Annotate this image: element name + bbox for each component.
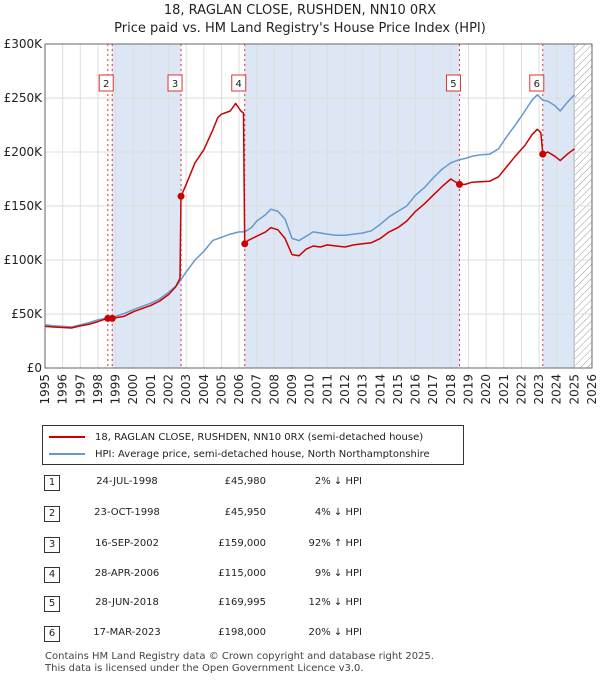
transaction-hpi-diff: 2% ↓ HPI: [314, 476, 362, 487]
x-tick-label: 2025: [567, 374, 581, 405]
transaction-hpi-diff: 12% ↓ HPI: [308, 597, 362, 608]
x-tick-label: 1995: [38, 374, 52, 405]
x-tick-label: 2012: [338, 374, 352, 405]
x-tick-label: 2011: [320, 374, 334, 405]
x-tick-label: 2020: [479, 374, 493, 405]
x-tick-label: 2021: [497, 374, 511, 405]
transaction-price: £45,980: [224, 476, 266, 487]
x-tick-label: 2014: [373, 374, 387, 405]
x-tick-label: 2026: [585, 374, 599, 405]
y-tick-label: £0: [27, 361, 42, 375]
x-tick-label: 2019: [461, 374, 475, 405]
transaction-number: 3: [44, 537, 60, 553]
marker-box-label-5: 5: [450, 79, 456, 90]
legend-label-price: 18, RAGLAN CLOSE, RUSHDEN, NN10 0RX (sem…: [95, 431, 424, 443]
sale-point-2: [108, 314, 116, 322]
transaction-price: £115,000: [218, 568, 266, 579]
x-tick-label: 2001: [144, 374, 158, 405]
x-tick-label: 2003: [179, 374, 193, 405]
transaction-row: 5 28-JUN-2018 £169,995 12% ↓ HPI: [42, 594, 562, 614]
transaction-row: 3 16-SEP-2002 £159,000 92% ↑ HPI: [42, 535, 562, 555]
y-tick-label: £250K: [4, 91, 44, 105]
marker-box-5: [445, 74, 461, 92]
legend-swatch-hpi: [49, 453, 85, 455]
transaction-date: 17-MAR-2023: [93, 627, 161, 638]
transaction-price: £45,950: [224, 507, 266, 518]
price-chart: 2 3 4 5 6 £0 £50K £100K £150K £200K £250K £300K 1995…: [4, 37, 599, 405]
x-tick-label: 2009: [285, 374, 299, 405]
legend-label-hpi: HPI: Average price, semi-detached house,…: [95, 448, 430, 460]
x-tick-label: 2022: [514, 374, 528, 405]
x-tick-label: 2002: [162, 374, 176, 405]
chart-legend: 18, RAGLAN CLOSE, RUSHDEN, NN10 0RX (sem…: [42, 425, 464, 465]
x-tick-label: 2024: [550, 374, 564, 405]
transaction-row: 2 23-OCT-1998 £45,950 4% ↓ HPI: [42, 504, 562, 524]
transaction-date: 28-JUN-2018: [95, 597, 159, 608]
transaction-row: 6 17-MAR-2023 £198,000 20% ↓ HPI: [42, 624, 562, 644]
transaction-hpi-diff: 9% ↓ HPI: [314, 568, 362, 579]
transaction-hpi-diff: 20% ↓ HPI: [308, 627, 362, 638]
series-line-hpi: [44, 94, 575, 328]
transaction-hpi-diff: 4% ↓ HPI: [314, 507, 362, 518]
transaction-number: 4: [44, 567, 60, 583]
marker-box-label-3: 3: [172, 79, 178, 90]
marker-box-label-2: 2: [103, 79, 109, 90]
x-tick-label: 1998: [91, 374, 105, 405]
transaction-date: 16-SEP-2002: [95, 538, 159, 549]
y-tick-label: £300K: [4, 37, 44, 51]
footer-copyright: Contains HM Land Registry data © Crown c…: [45, 651, 434, 662]
x-tick-label: 2016: [409, 374, 423, 405]
x-tick-label: 1997: [73, 374, 87, 405]
x-tick-label: 2006: [232, 374, 246, 405]
series-line-price: [44, 102, 575, 329]
transaction-date: 28-APR-2006: [94, 568, 160, 579]
x-tick-label: 2023: [532, 374, 546, 405]
x-tick-label: 2007: [250, 374, 264, 405]
transaction-number: 5: [44, 596, 60, 612]
chart-subtitle: Price paid vs. HM Land Registry's House …: [114, 21, 486, 36]
legend-item-price: 18, RAGLAN CLOSE, RUSHDEN, NN10 0RX (sem…: [49, 429, 423, 445]
marker-box-3: [167, 74, 183, 92]
legend-swatch-price: [49, 436, 85, 438]
transaction-number: 1: [44, 475, 60, 491]
x-tick-label: 2004: [197, 374, 211, 405]
x-tick-label: 2008: [267, 374, 281, 405]
x-tick-label: 1996: [56, 374, 70, 405]
y-tick-label: £200K: [4, 145, 44, 159]
legend-item-hpi: HPI: Average price, semi-detached house,…: [49, 446, 430, 462]
x-tick-label: 2018: [444, 374, 458, 405]
x-tick-label: 1999: [109, 374, 123, 405]
transaction-date: 24-JUL-1998: [96, 476, 158, 487]
marker-box-label-4: 4: [236, 79, 242, 90]
transaction-price: £169,995: [218, 597, 266, 608]
x-tick-label: 2013: [356, 374, 370, 405]
marker-box-4: [231, 74, 247, 92]
y-tick-label: £150K: [4, 199, 44, 213]
sale-point-3: [177, 192, 185, 200]
transaction-row: 4 28-APR-2006 £115,000 9% ↓ HPI: [42, 565, 562, 585]
y-tick-label: £100K: [4, 253, 44, 267]
plot-frame: [44, 43, 593, 369]
x-tick-label: 2010: [303, 374, 317, 405]
transaction-date: 23-OCT-1998: [94, 507, 160, 518]
transaction-price: £159,000: [218, 538, 266, 549]
marker-box-2: [98, 74, 114, 92]
x-tick-label: 2005: [214, 374, 228, 405]
transaction-number: 6: [44, 626, 60, 642]
y-tick-label: £50K: [11, 307, 43, 321]
sale-point-4: [241, 240, 249, 248]
x-tick-label: 2017: [426, 374, 440, 405]
transaction-hpi-diff: 92% ↑ HPI: [308, 538, 362, 549]
x-tick-label: 2015: [391, 374, 405, 405]
transaction-row: 1 24-JUL-1998 £45,980 2% ↓ HPI: [42, 473, 562, 493]
marker-box-label-6: 6: [534, 79, 540, 90]
marker-box-6: [529, 74, 545, 92]
sale-point-6: [539, 150, 547, 158]
transaction-price: £198,000: [218, 627, 266, 638]
x-tick-label: 2000: [126, 374, 140, 405]
sale-point-5: [455, 180, 463, 188]
transaction-number: 2: [44, 506, 60, 522]
chart-title: 18, RAGLAN CLOSE, RUSHDEN, NN10 0RX: [163, 3, 437, 18]
footer-license: This data is licensed under the Open Gov…: [45, 663, 364, 674]
